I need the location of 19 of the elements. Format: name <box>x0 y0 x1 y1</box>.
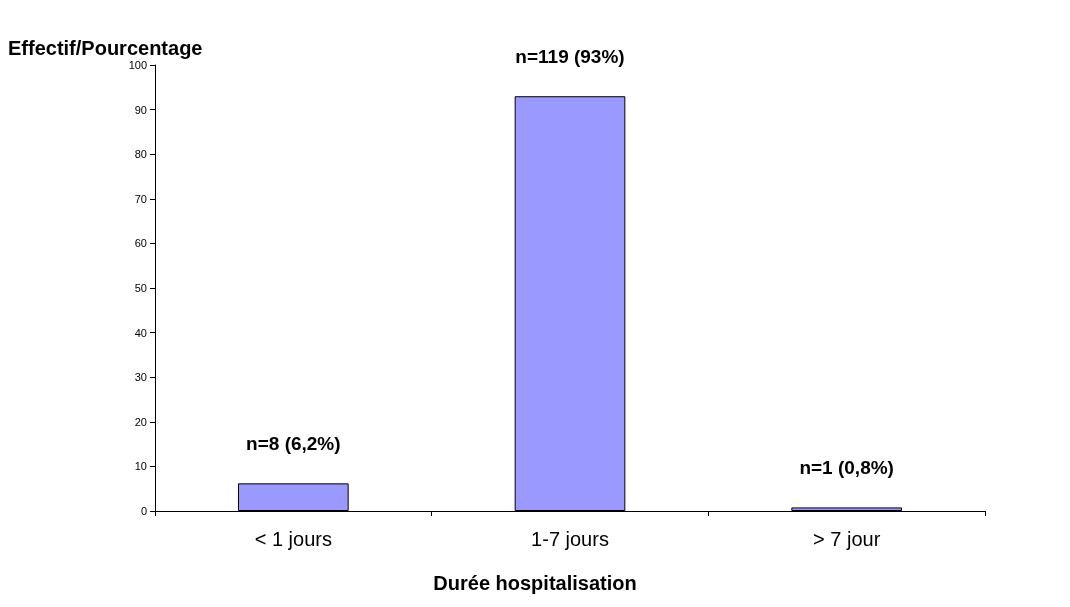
y-tick-label: 30 <box>134 371 147 384</box>
y-tick-label: 100 <box>128 59 147 71</box>
data-label: n=8 (6,2%) <box>246 433 341 455</box>
y-tick-label: 90 <box>134 103 147 116</box>
y-tick-label: 80 <box>134 148 147 161</box>
y-tick-label: 50 <box>134 282 147 294</box>
y-axis-title: Effectif/Pourcentage <box>8 37 203 59</box>
x-tick-label: < 1 jours <box>254 528 332 550</box>
y-tick-label: 10 <box>134 460 147 473</box>
x-tick-label: 1-7 jours <box>531 528 609 550</box>
y-tick-label: 40 <box>134 326 147 339</box>
data-label: n=119 (93%) <box>515 46 625 68</box>
y-tick-label: 70 <box>134 192 147 205</box>
y-tick-label: 20 <box>134 415 147 428</box>
y-tick-label: 0 <box>140 505 147 517</box>
data-label: n=1 (0,8%) <box>799 457 894 479</box>
y-tick-label: 60 <box>134 237 147 250</box>
x-tick-label: > 7 jour <box>813 528 881 550</box>
x-axis-title: Durée hospitalisation <box>433 572 637 594</box>
